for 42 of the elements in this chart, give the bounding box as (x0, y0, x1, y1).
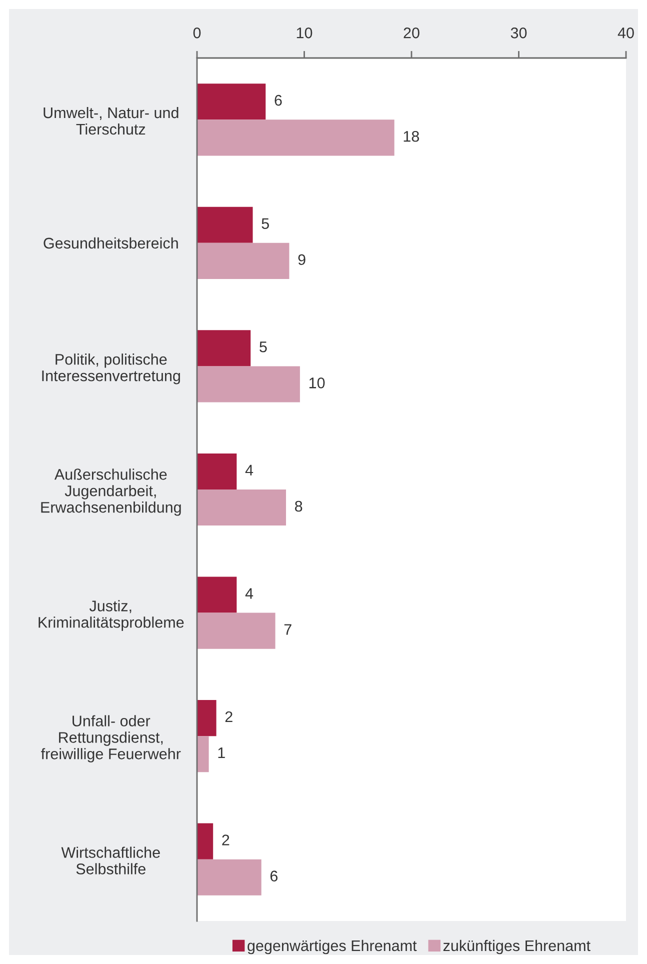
y-tick-label: Unfall- oder Rettungsdienst, freiwillige Feuerwehr (41, 715, 181, 762)
y-tick-label: Politik, politische Interessenvertretung (42, 354, 180, 384)
data-label: 4 (245, 464, 254, 476)
y-tick-label: Außerschulische Jugendarbeit, Erwachsenenbildung (41, 468, 181, 516)
data-label: 18 (404, 130, 419, 142)
bar (197, 576, 237, 613)
x-tick-label: 0 (193, 27, 201, 38)
bar (197, 612, 276, 649)
legend-label: gegenwärtiges Ehrenamt (248, 940, 417, 954)
data-label: 4 (245, 588, 254, 599)
data-label: 2 (222, 834, 230, 846)
bar (197, 242, 290, 279)
data-label: 6 (274, 94, 282, 106)
data-label: 10 (309, 378, 325, 388)
data-label: 9 (298, 254, 306, 266)
bar (197, 330, 251, 366)
data-label: 1 (218, 748, 225, 758)
x-tick-label: 20 (404, 27, 420, 38)
y-tick-label: Umwelt-, Natur- und Tierschutz (44, 106, 178, 135)
x-tick-label: 30 (510, 27, 527, 38)
legend-label: zukünftiges Ehrenamt (443, 940, 590, 954)
x-tick-label: 40 (618, 27, 634, 38)
y-tick-label: Gesundheitsbereich (44, 237, 178, 249)
bar (197, 700, 216, 736)
data-label: 2 (225, 711, 232, 722)
bar (197, 736, 209, 772)
data-label: 8 (295, 500, 302, 512)
data-label: 5 (262, 218, 269, 229)
bar (197, 120, 394, 156)
bar (197, 490, 286, 526)
data-label: 7 (284, 624, 292, 635)
data-label: 6 (270, 870, 278, 882)
y-tick-label: Justiz, Kriminalitätsprobleme (38, 600, 184, 631)
bar (197, 366, 300, 402)
data-label: 5 (260, 342, 267, 352)
y-tick-label: Wirtschaftliche Selbsthilfe (61, 846, 160, 874)
bar (197, 823, 214, 860)
bar (197, 84, 266, 120)
x-tick-label: 10 (296, 27, 312, 38)
bar (197, 859, 262, 896)
bar (197, 453, 237, 490)
bar (197, 206, 253, 243)
